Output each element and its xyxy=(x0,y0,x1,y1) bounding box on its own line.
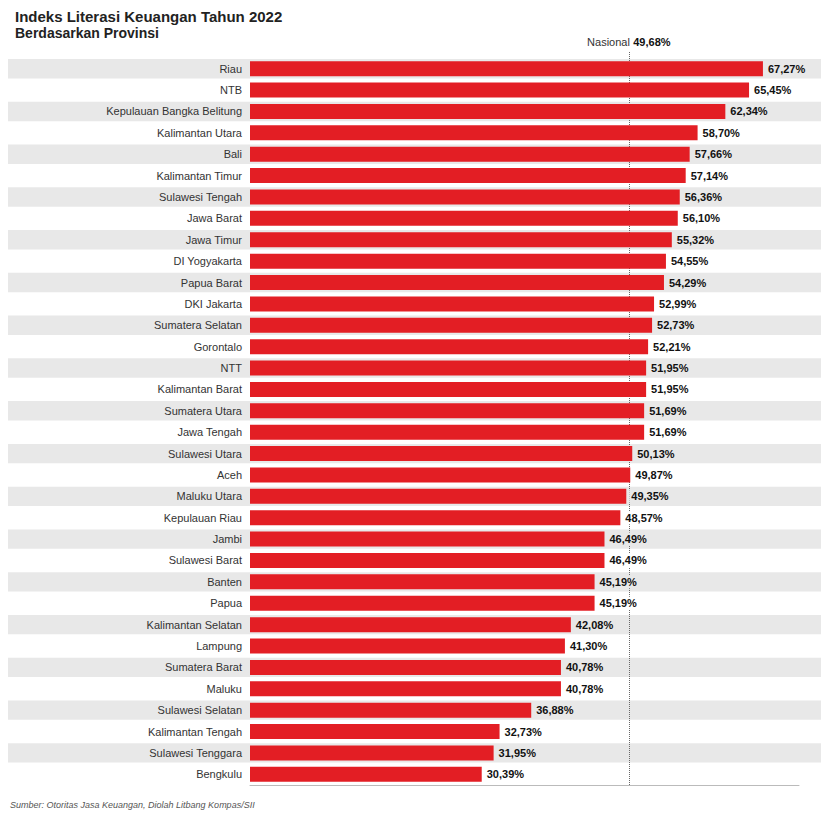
svg-text:Kepulauan Riau: Kepulauan Riau xyxy=(164,512,242,524)
svg-text:54,29%: 54,29% xyxy=(669,277,707,289)
svg-text:48,57%: 48,57% xyxy=(625,512,663,524)
svg-text:Jawa Tengah: Jawa Tengah xyxy=(177,426,242,438)
svg-text:57,14%: 57,14% xyxy=(691,170,729,182)
svg-text:NTB: NTB xyxy=(220,84,242,96)
svg-text:Bengkulu: Bengkulu xyxy=(196,768,242,780)
svg-text:Sulawesi Barat: Sulawesi Barat xyxy=(169,554,242,566)
svg-text:40,78%: 40,78% xyxy=(566,683,604,695)
svg-text:32,73%: 32,73% xyxy=(505,726,543,738)
svg-text:30,39%: 30,39% xyxy=(487,768,525,780)
svg-text:Lampung: Lampung xyxy=(196,640,242,652)
svg-text:67,27%: 67,27% xyxy=(768,63,806,75)
svg-text:65,45%: 65,45% xyxy=(754,84,792,96)
svg-text:51,69%: 51,69% xyxy=(649,426,687,438)
svg-text:Banten: Banten xyxy=(207,576,242,588)
svg-text:Kepulauan Bangka Belitung: Kepulauan Bangka Belitung xyxy=(106,105,242,117)
svg-text:Papua: Papua xyxy=(210,597,243,609)
svg-text:Indeks Literasi Keuangan Tahun: Indeks Literasi Keuangan Tahun 2022 xyxy=(15,8,282,25)
svg-text:49,87%: 49,87% xyxy=(635,469,673,481)
svg-text:DI Yogyakarta: DI Yogyakarta xyxy=(174,255,243,267)
svg-text:31,95%: 31,95% xyxy=(499,747,537,759)
svg-text:52,73%: 52,73% xyxy=(657,319,695,331)
svg-text:51,95%: 51,95% xyxy=(651,383,689,395)
svg-text:Nasional: Nasional xyxy=(587,36,630,48)
svg-text:Riau: Riau xyxy=(219,63,242,75)
svg-text:50,13%: 50,13% xyxy=(637,448,675,460)
svg-text:54,55%: 54,55% xyxy=(671,255,709,267)
svg-text:46,49%: 46,49% xyxy=(609,533,647,545)
svg-text:Sulawesi Tengah: Sulawesi Tengah xyxy=(159,191,242,203)
svg-text:Sumatera Utara: Sumatera Utara xyxy=(164,405,243,417)
svg-text:Sumatera Selatan: Sumatera Selatan xyxy=(154,319,242,331)
svg-text:36,88%: 36,88% xyxy=(536,704,574,716)
svg-text:Kalimantan Timur: Kalimantan Timur xyxy=(156,170,242,182)
svg-text:49,68%: 49,68% xyxy=(633,36,671,48)
svg-text:Maluku: Maluku xyxy=(207,683,242,695)
svg-text:Sumatera Barat: Sumatera Barat xyxy=(165,661,242,673)
svg-text:Maluku Utara: Maluku Utara xyxy=(177,490,243,502)
svg-text:41,30%: 41,30% xyxy=(570,640,608,652)
svg-text:Berdasarkan Provinsi: Berdasarkan Provinsi xyxy=(15,25,159,41)
svg-text:58,70%: 58,70% xyxy=(703,127,741,139)
svg-text:Kalimantan Utara: Kalimantan Utara xyxy=(157,127,243,139)
svg-text:Sulawesi Utara: Sulawesi Utara xyxy=(168,448,243,460)
svg-text:51,95%: 51,95% xyxy=(651,362,689,374)
svg-text:Kalimantan Selatan: Kalimantan Selatan xyxy=(147,619,242,631)
svg-text:56,36%: 56,36% xyxy=(685,191,723,203)
svg-text:51,69%: 51,69% xyxy=(649,405,687,417)
svg-text:NTT: NTT xyxy=(221,362,243,374)
svg-text:Bali: Bali xyxy=(224,148,242,160)
svg-text:45,19%: 45,19% xyxy=(600,597,638,609)
svg-text:Sumber: Otoritas Jasa Keuangan: Sumber: Otoritas Jasa Keuangan, Diolah L… xyxy=(10,800,255,810)
svg-text:DKI Jakarta: DKI Jakarta xyxy=(185,298,243,310)
svg-text:Kalimantan Barat: Kalimantan Barat xyxy=(158,383,242,395)
svg-text:56,10%: 56,10% xyxy=(683,212,721,224)
svg-text:42,08%: 42,08% xyxy=(576,619,614,631)
svg-text:Gorontalo: Gorontalo xyxy=(194,341,242,353)
svg-text:49,35%: 49,35% xyxy=(631,490,669,502)
svg-text:62,34%: 62,34% xyxy=(730,105,768,117)
svg-text:45,19%: 45,19% xyxy=(600,576,638,588)
svg-text:Papua Barat: Papua Barat xyxy=(181,277,242,289)
svg-text:Aceh: Aceh xyxy=(217,469,242,481)
svg-text:52,21%: 52,21% xyxy=(653,341,691,353)
svg-text:Jambi: Jambi xyxy=(213,533,242,545)
svg-text:Kalimantan Tengah: Kalimantan Tengah xyxy=(148,726,242,738)
svg-text:57,66%: 57,66% xyxy=(695,148,733,160)
svg-text:46,49%: 46,49% xyxy=(609,554,647,566)
svg-text:Jawa Timur: Jawa Timur xyxy=(186,234,243,246)
svg-text:52,99%: 52,99% xyxy=(659,298,697,310)
svg-text:55,32%: 55,32% xyxy=(677,234,715,246)
svg-text:40,78%: 40,78% xyxy=(566,661,604,673)
svg-text:Sulawesi Selatan: Sulawesi Selatan xyxy=(158,704,242,716)
svg-text:Jawa Barat: Jawa Barat xyxy=(187,212,242,224)
svg-text:Sulawesi Tenggara: Sulawesi Tenggara xyxy=(149,747,243,759)
